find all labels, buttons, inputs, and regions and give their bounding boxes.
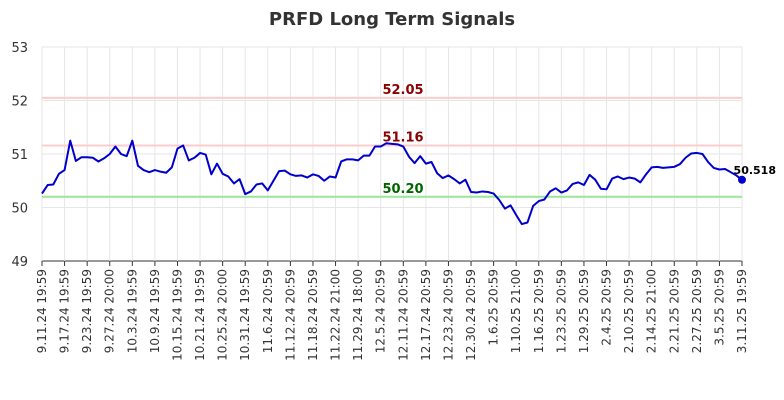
x-tick-label: 12.5.24 20:59 [374,269,388,353]
y-tick-label: 51 [11,148,28,163]
x-tick-label: 10.9.24 19:59 [148,269,162,353]
x-tick-label: 11.6.24 20:59 [261,269,275,353]
x-tick-label: 11.12.24 20:59 [283,269,297,361]
reference-line-label: 50.20 [382,182,423,197]
reference-lines: 52.05 51.16 50.20 [42,83,742,198]
x-tick-label: 9.27.24 20:00 [103,269,117,353]
x-tick-label: 2.27.25 20:59 [690,269,704,353]
last-value-label: 50.518 [734,164,776,177]
x-tick-label: 11.29.24 18:00 [351,269,365,361]
reference-line-label: 52.05 [382,83,423,98]
x-tick-label: 2.10.25 20:59 [622,269,636,353]
y-tick-label: 50 [11,202,28,217]
x-tick-label: 9.11.24 19:59 [35,269,49,353]
x-tick-label: 9.17.24 19:59 [58,269,72,353]
x-tick-label: 3.11.25 19:59 [735,269,749,353]
x-tick-label: 12.23.24 20:59 [441,269,455,361]
last-value-marker [738,175,746,184]
y-tick-label: 49 [11,255,28,270]
x-tick-label: 3.5.25 20:59 [712,269,726,346]
x-tick-label: 12.17.24 20:59 [419,269,433,361]
x-tick-label: 2.4.25 20:59 [600,269,614,346]
x-tick-label: 11.18.24 20:59 [306,269,320,361]
x-tick-label: 2.14.25 21:00 [645,269,659,353]
y-tick-label: 53 [11,41,28,56]
x-tick-label: 9.23.24 19:59 [80,269,94,353]
grid [41,46,743,262]
series-layer: 50.518 [41,139,776,226]
x-tick-label: 1.10.25 21:00 [509,269,523,353]
x-tick-label: 1.6.25 20:59 [487,269,501,346]
y-tick-label: 52 [11,95,28,110]
y-axis: 49 50 51 52 53 [11,41,28,270]
x-tick-label: 1.16.25 20:59 [532,269,546,353]
x-tick-label: 12.30.24 20:59 [464,269,478,361]
x-tick-label: 10.21.24 19:59 [193,269,207,361]
x-tick-label: 1.23.25 20:59 [554,269,568,353]
x-tick-label: 10.3.24 19:59 [125,269,139,353]
x-tick-label: 11.22.24 21:00 [329,269,343,361]
x-tick-label: 10.25.24 20:00 [216,269,230,361]
chart-title: PRFD Long Term Signals [269,9,515,30]
series-line [41,139,743,226]
x-tick-label: 2.21.25 20:59 [667,269,681,353]
x-tick-label: 12.11.24 20:59 [396,269,410,361]
x-tick-label: 1.29.25 20:59 [577,269,591,353]
x-axis: 9.11.24 19:59 9.17.24 19:59 9.23.24 19:59 9… [35,261,749,361]
x-tick-label: 10.31.24 19:59 [238,269,252,361]
x-tick-label: 10.15.24 19:59 [170,269,184,361]
reference-line-label: 51.16 [382,130,423,145]
